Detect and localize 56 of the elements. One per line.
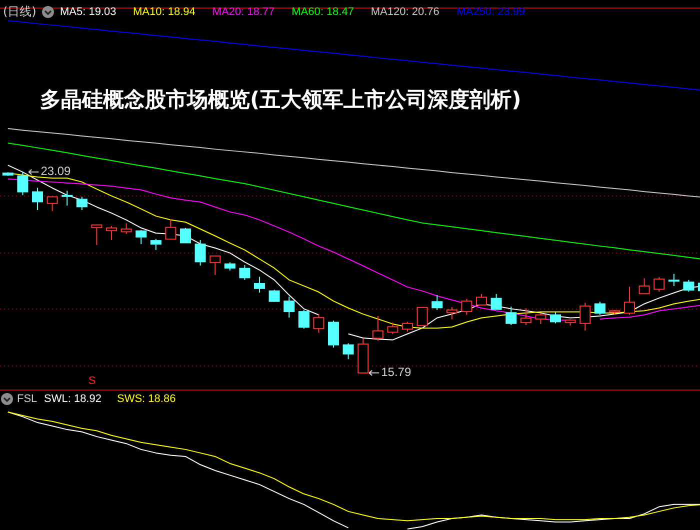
- text: MA250: 23.99: [456, 6, 525, 18]
- candlestick: [120, 222, 132, 234]
- chart-subtitle: (日线): [3, 4, 36, 18]
- candlestick: [17, 172, 28, 196]
- candlestick: [432, 294, 443, 310]
- text: MA10: 18.94: [133, 6, 196, 18]
- candlestick: [91, 224, 102, 246]
- candlestick: [298, 309, 310, 330]
- chart-title: FSL: [17, 392, 38, 405]
- candlestick: [446, 306, 458, 320]
- candlestick: [46, 196, 58, 212]
- text: MA5: 19.03: [60, 6, 116, 18]
- candlestick: [624, 286, 635, 316]
- candlestick: [165, 218, 176, 240]
- candlestick: [372, 315, 384, 342]
- candlestick: [62, 190, 73, 206]
- candlestick: [254, 276, 265, 294]
- candlestick: [180, 227, 191, 244]
- candlestick: [194, 240, 206, 266]
- candlestick: [313, 314, 324, 334]
- candlestick: [550, 312, 561, 324]
- annotation: 15.79: [381, 365, 412, 380]
- annotation: 23.09: [40, 164, 72, 178]
- candlestick: [654, 276, 665, 292]
- annotation: S: [88, 375, 96, 387]
- candlestick: [461, 298, 472, 316]
- candlestick: [106, 225, 117, 241]
- candlestick: [342, 342, 354, 360]
- candlestick: [328, 320, 339, 348]
- candlestick: [594, 301, 606, 316]
- candlestick: [638, 278, 650, 294]
- candlestick: [668, 273, 680, 286]
- text: MA60: 18.47: [292, 6, 354, 18]
- candlestick: [210, 255, 221, 276]
- candlestick: [535, 312, 546, 324]
- candlestick: [150, 238, 162, 250]
- candlestick: [268, 289, 280, 302]
- candlestick: [402, 321, 413, 332]
- candlestick: [387, 322, 398, 335]
- candlestick: [136, 230, 147, 245]
- text: MA20: 18.77: [212, 6, 275, 18]
- candlestick: [490, 293, 502, 310]
- series-label: SWL: 18.92: [44, 392, 102, 405]
- text: 多晶硅概念股市场概览(五大领军上市公司深度剖析): [40, 88, 522, 112]
- candlestick: [284, 296, 295, 318]
- candlestick: [476, 293, 487, 306]
- candlestick: [580, 302, 591, 332]
- candlestick: [520, 308, 532, 326]
- candlestick: [683, 279, 694, 292]
- candlestick: [32, 187, 43, 211]
- candlestick: [506, 306, 517, 326]
- candlestick: [416, 306, 428, 326]
- text: SWS: 18.86: [117, 392, 176, 405]
- candlestick: [76, 196, 88, 211]
- candlestick: [239, 264, 250, 280]
- text: MA120: 20.76: [370, 6, 440, 18]
